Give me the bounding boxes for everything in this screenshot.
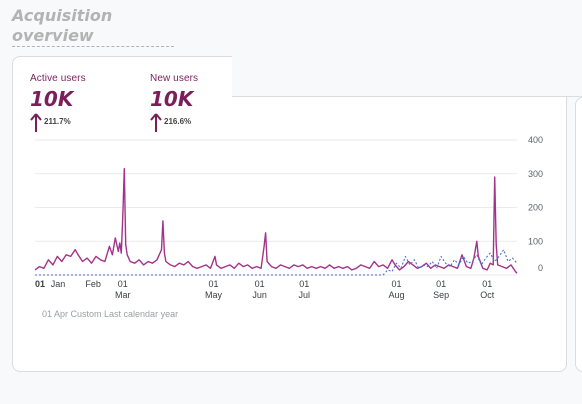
x-tick-label: Jul	[299, 290, 311, 300]
x-tick-label: Mar	[115, 290, 131, 300]
x-tick-label: 01	[299, 279, 309, 289]
x-tick-label: 01	[209, 279, 219, 289]
arrow-up-icon	[30, 113, 42, 132]
y-tick-label: 0	[538, 263, 543, 273]
x-tick-label: 01	[482, 279, 492, 289]
arrow-up-icon	[150, 113, 162, 132]
y-tick-label: 300	[528, 169, 543, 179]
date-range-label: 01 Apr Custom Last calendar year	[42, 309, 179, 319]
change-percent: 211.7%	[44, 117, 71, 126]
page-title: Acquisition overview	[12, 6, 174, 47]
series-line-active	[34, 167, 518, 274]
x-tick-label: Sep	[433, 290, 449, 300]
overlapping-panel	[232, 56, 582, 97]
x-tick-label: 01	[35, 279, 45, 289]
metric-change: 211.7%	[30, 113, 86, 133]
x-tick-label: Jan	[51, 279, 66, 289]
metric-value: 10K	[150, 87, 194, 111]
metric-new-users[interactable]: New users 10K 216.6%	[150, 73, 198, 133]
x-tick-label: Aug	[388, 290, 404, 300]
metric-active-users[interactable]: Active users 10K 211.7%	[30, 73, 86, 133]
y-tick-label: 200	[528, 203, 543, 213]
series-line-new	[35, 249, 518, 276]
metric-label: Active users	[30, 73, 86, 84]
x-tick-label: Feb	[85, 279, 101, 289]
x-tick-label: Jun	[252, 290, 267, 300]
change-percent: 216.6%	[164, 117, 192, 126]
x-tick-label: 01	[118, 279, 128, 289]
x-tick-label: May	[205, 290, 223, 300]
metric-change: 216.6%	[150, 113, 198, 133]
x-tick-label: 01	[436, 279, 446, 289]
x-tick-label: 01	[255, 279, 265, 289]
y-tick-label: 100	[528, 236, 543, 246]
x-tick-label: 01	[391, 279, 401, 289]
x-tick-label: Oct	[480, 290, 495, 300]
acquisition-card	[12, 56, 567, 372]
metric-value: 10K	[30, 87, 74, 111]
metric-label: New users	[150, 73, 199, 84]
y-tick-label: 400	[528, 135, 543, 145]
